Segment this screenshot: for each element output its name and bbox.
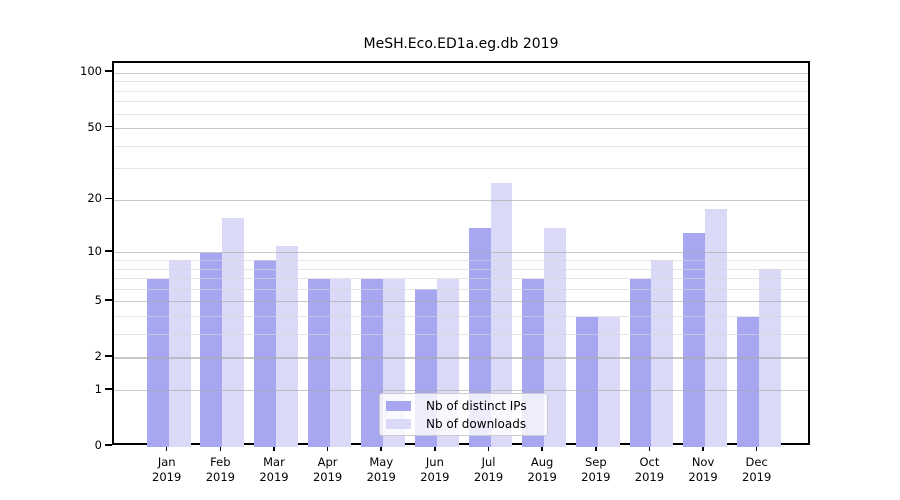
x-tick-label: Nov 2019 (688, 455, 718, 484)
x-tick-label: Dec 2019 (742, 455, 772, 484)
major-gridline (114, 252, 808, 254)
x-tick-label: Oct 2019 (634, 455, 665, 484)
minor-gridline (114, 168, 808, 170)
bar-downloads (168, 260, 191, 447)
x-tick-label: May 2019 (366, 455, 396, 484)
major-gridline (114, 199, 808, 201)
plot-area (112, 61, 810, 447)
x-tick-mark (434, 445, 436, 451)
y-tick-label: 20 (87, 191, 102, 206)
minor-gridline (114, 259, 808, 261)
x-tick-mark (594, 445, 597, 451)
bar-distinct-ips (575, 316, 598, 447)
bar-distinct-ips (146, 278, 169, 447)
bar-distinct-ips (361, 278, 384, 447)
bar-downloads (222, 217, 245, 447)
minor-gridline (114, 268, 808, 270)
y-tick-mark (105, 125, 112, 128)
bar-downloads (275, 245, 298, 447)
major-gridline (114, 72, 808, 74)
x-tick-mark (755, 445, 758, 451)
y-tick-label: 10 (87, 243, 102, 258)
x-tick-mark (165, 445, 168, 451)
x-tick-label: Jul 2019 (473, 455, 504, 484)
minor-gridline (114, 334, 808, 336)
y-tick-label: 5 (94, 292, 102, 307)
y-tick-mark (105, 249, 112, 252)
bar-distinct-ips (254, 260, 276, 447)
major-gridline (114, 301, 808, 303)
y-tick-mark (105, 388, 112, 390)
y-tick-mark (105, 355, 112, 357)
minor-gridline (114, 113, 808, 115)
bar-distinct-ips (468, 227, 491, 447)
minor-gridline (114, 90, 808, 92)
x-tick-mark (380, 445, 383, 451)
minor-gridline (114, 81, 808, 83)
y-tick-mark (105, 299, 112, 301)
x-tick-mark (702, 445, 704, 451)
legend-label: Nb of distinct IPs (426, 398, 527, 413)
x-tick-label: Jun 2019 (420, 455, 450, 484)
y-tick-label: 50 (87, 119, 102, 134)
legend: Nb of distinct IPs Nb of downloads (379, 393, 548, 436)
x-tick-label: Apr 2019 (312, 455, 343, 484)
legend-swatch-downloads (386, 418, 411, 429)
x-tick-label: Aug 2019 (527, 455, 557, 484)
bar-downloads (597, 316, 620, 447)
bar-distinct-ips (683, 233, 706, 447)
x-tick-label: Feb 2019 (205, 455, 235, 484)
x-tick-mark (648, 445, 651, 451)
bar-downloads (544, 227, 567, 447)
bar-downloads (705, 208, 727, 447)
legend-label: Nb of downloads (426, 416, 527, 431)
minor-gridline (114, 288, 808, 290)
major-gridline (114, 390, 808, 392)
bar-downloads (490, 183, 513, 447)
y-tick-label: 1 (94, 381, 102, 396)
bar-downloads (651, 260, 674, 447)
y-tick-mark (105, 70, 112, 72)
x-tick-mark (326, 445, 329, 451)
bar-distinct-ips (629, 278, 652, 447)
x-tick-label: Jan 2019 (152, 455, 182, 484)
minor-gridline (114, 101, 808, 103)
legend-swatch-distinct-ips (386, 400, 411, 411)
minor-gridline (114, 145, 808, 147)
bar-distinct-ips (200, 252, 223, 447)
minor-gridline (114, 278, 808, 280)
major-gridline (114, 357, 808, 359)
y-tick-mark (105, 197, 112, 200)
chart-title: MeSH.Eco.ED1a.eg.db 2019 (363, 36, 559, 52)
y-tick-label: 100 (80, 64, 102, 79)
bar-distinct-ips (736, 316, 759, 447)
y-tick-label: 0 (94, 438, 102, 452)
minor-gridline (114, 316, 808, 318)
x-tick-mark (541, 445, 543, 451)
major-gridline (114, 127, 808, 130)
x-tick-label: Sep 2019 (581, 455, 611, 484)
legend-item-distinct-ips: Nb of distinct IPs (386, 399, 547, 413)
y-tick-mark (105, 444, 112, 446)
x-tick-mark (219, 445, 222, 451)
legend-item-downloads: Nb of downloads (386, 417, 547, 431)
x-tick-label: Mar 2019 (259, 455, 289, 484)
x-tick-mark (273, 445, 275, 451)
y-tick-label: 2 (94, 349, 102, 363)
x-tick-mark (487, 445, 490, 451)
bar-downloads (329, 278, 352, 447)
bar-distinct-ips (307, 278, 330, 447)
